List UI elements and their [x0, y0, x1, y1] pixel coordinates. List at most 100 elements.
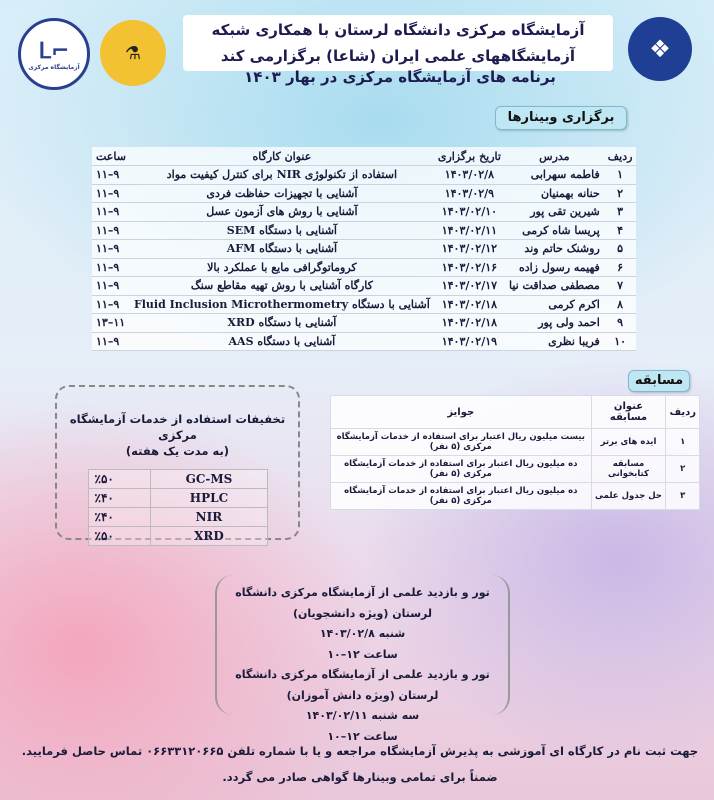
table-cell: ۴ — [603, 221, 637, 240]
table-cell: ۱۴۰۳/۰۲/۱۷ — [433, 276, 505, 296]
title-line-1: آزمایشگاه مرکزی دانشگاه لرستان با همکاری… — [211, 21, 585, 39]
table-cell: ۱۴۰۳/۰۲/۱۲ — [433, 239, 505, 259]
table-cell: اکرم کرمی — [504, 295, 604, 314]
column-header: مدرس — [504, 147, 604, 166]
table-cell: بیست میلیون ریال اعتبار برای استفاده از … — [330, 428, 592, 456]
discount-row: NIR ٪۴۰ — [87, 507, 268, 527]
competition-table: ردیف عنوان مسابقه جوایز ۱ ایده های برتر بیست … — [330, 395, 700, 510]
table-cell: ۶ — [603, 258, 637, 277]
discount-percent: ٪۴۰ — [87, 507, 152, 527]
table-cell: ۹–۱۱ — [92, 184, 130, 203]
discount-row: HPLC ٪۴۰ — [87, 488, 268, 508]
table-cell: ۱۰ — [603, 332, 637, 351]
table-cell: ده میلیون ریال اعتبار برای استفاده از خد… — [330, 482, 592, 510]
discounts-subtitle: (به مدت یک هفته) — [125, 444, 230, 458]
competition-banner: مسابقه — [628, 370, 690, 392]
footer: جهت ثبت نام در کارگاه ای آموزشی به پذیرش… — [20, 738, 700, 790]
instrument-name: HPLC — [150, 488, 268, 508]
table-cell: آشنایی با تجهیزات حفاظت فردی — [129, 184, 434, 203]
table-cell: ۱۴۰۳/۰۲/۱۰ — [433, 202, 505, 222]
table-cell: آشنایی با دستگاه XRD — [129, 313, 434, 333]
table-cell: مصطفی صداقت نیا — [504, 276, 604, 296]
tour-line: تور و بازدید علمی از آزمایشگاه مرکزی دان… — [235, 668, 490, 702]
table-row: ۶ فهیمه رسول زاده ۱۴۰۳/۰۲/۱۶ کروماتوگرافی م… — [92, 258, 637, 277]
table-cell: پریسا شاه کرمی — [504, 221, 604, 240]
table-row: ۲ حنانه بهمنیان ۱۴۰۳/۰۲/۹ آشنایی با تجهیزات… — [92, 184, 637, 203]
table-cell: ۱۴۰۳/۰۲/۱۹ — [433, 332, 505, 351]
table-cell: ۹–۱۱ — [92, 239, 130, 259]
table-cell: ۱ — [665, 428, 700, 456]
table-cell: ۹–۱۱ — [92, 165, 130, 185]
column-header: جوایز — [330, 395, 592, 429]
table-cell: ۱۴۰۳/۰۲/۸ — [433, 165, 505, 185]
instrument-name: NIR — [150, 507, 268, 527]
instrument-name: XRD — [150, 526, 268, 546]
column-header: عنوان کارگاه — [129, 147, 434, 166]
tour-line: ساعت ۱۲–۱۰ — [327, 729, 398, 743]
table-cell: ۱۴۰۳/۰۲/۱۱ — [433, 221, 505, 240]
table-row: ۱ ایده های برتر بیست میلیون ریال اعتبار بر… — [330, 428, 700, 456]
table-cell: فاطمه سهرابی — [504, 165, 604, 185]
discount-row: XRD ٪۵۰ — [87, 526, 268, 546]
tour-line: تور و بازدید علمی از آزمایشگاه مرکزی دان… — [235, 586, 490, 620]
title-line-2: آزمایشگاههای علمی ایران (شاعا) برگزارمی … — [220, 47, 576, 65]
table-cell: ۹–۱۱ — [92, 295, 130, 314]
tour-line: سه شنبه ۱۴۰۳/۰۲/۱۱ — [305, 709, 420, 722]
table-cell: روشنک حاتم وند — [504, 239, 604, 259]
table-cell: ایده های برتر — [590, 428, 667, 456]
discounts-box: تخفیفات استفاده از خدمات آزمایشگاه مرکزی… — [55, 385, 300, 546]
table-cell: آشنایی با دستگاه AFM — [129, 239, 434, 259]
table-cell: ۱۱–۱۳ — [92, 313, 130, 333]
table-cell: کارگاه آشنایی با روش تهیه مقاطع سنگ — [129, 276, 434, 296]
discounts-table: GC-MS ٪۵۰ HPLC ٪۴۰ NIR ٪۴۰ XRD ٪۵۰ — [87, 469, 268, 546]
table-cell: آشنایی با دستگاه SEM — [129, 221, 434, 240]
table-cell: مسابقه کتابخوانی — [590, 455, 667, 483]
logo-text: آزمایشگاه مرکزی — [28, 63, 80, 71]
discounts-title: تخفیفات استفاده از خدمات آزمایشگاه مرکزی — [69, 412, 286, 442]
table-cell: احمد ولی پور — [504, 313, 604, 333]
table-cell: ۱ — [603, 165, 637, 185]
column-header: تاریخ برگزاری — [433, 147, 505, 166]
table-row: ۲ مسابقه کتابخوانی ده میلیون ریال اعتبار ب… — [330, 455, 700, 483]
table-cell: ده میلیون ریال اعتبار برای استفاده از خد… — [330, 455, 592, 483]
table-cell: حنانه بهمنیان — [504, 184, 604, 203]
tour-box: تور و بازدید علمی از آزمایشگاه مرکزی دان… — [215, 575, 510, 743]
table-cell: شیرین تقی پور — [504, 202, 604, 222]
table-cell: ۷ — [603, 276, 637, 296]
discount-percent: ٪۵۰ — [87, 469, 152, 489]
column-header: ردیف — [603, 147, 637, 166]
table-row: ۹ احمد ولی پور ۱۴۰۳/۰۲/۱۸ آشنایی با دستگاه … — [92, 313, 637, 333]
table-cell: ۲ — [665, 455, 700, 483]
table-cell: کروماتوگرافی مایع با عملکرد بالا — [129, 258, 434, 277]
footer-line-1: جهت ثبت نام در کارگاه ای آموزشی به پذیرش… — [21, 744, 699, 758]
table-cell: ۱۴۰۳/۰۲/۱۶ — [433, 258, 505, 277]
webinars-banner: برگزاری وبینارها — [495, 106, 627, 130]
table-cell: آشنایی با دستگاه Fluid Inclusion Microth… — [129, 295, 434, 314]
table-cell: ۹–۱۱ — [92, 202, 130, 222]
table-cell: ۹–۱۱ — [92, 221, 130, 240]
table-cell: ۹–۱۱ — [92, 276, 130, 296]
table-row: ۸ اکرم کرمی ۱۴۰۳/۰۲/۱۸ آشنایی با دستگاه Flu… — [92, 295, 637, 314]
table-cell: استفاده از تکنولوژی NIR برای کنترل کیفیت… — [129, 165, 434, 185]
discount-percent: ٪۴۰ — [87, 488, 152, 508]
table-cell: ۵ — [603, 239, 637, 259]
discount-row: GC-MS ٪۵۰ — [87, 469, 268, 489]
central-lab-logo: ᒪ⌐ آزمایشگاه مرکزی — [18, 18, 90, 90]
table-cell: ۱۴۰۳/۰۲/۱۸ — [433, 313, 505, 333]
tour-line: شنبه ۱۴۰۳/۰۲/۸ — [319, 627, 406, 640]
table-cell: ۹ — [603, 313, 637, 333]
tour-line: ساعت ۱۲–۱۰ — [327, 647, 398, 661]
table-row: ۱۰ فریبا نظری ۱۴۰۳/۰۲/۱۹ آشنایی با دستگاه A… — [92, 332, 637, 351]
webinars-table: ردیف مدرس تاریخ برگزاری عنوان کارگاه ساعت ۱ فا… — [92, 147, 637, 351]
table-row: ۴ پریسا شاه کرمی ۱۴۰۳/۰۲/۱۱ آشنایی با دستگا… — [92, 221, 637, 240]
subtitle: برنامه های آزمایشگاه مرکزی در بهار ۱۴۰۳ — [244, 68, 556, 86]
table-cell: آشنایی با روش های آزمون عسل — [129, 202, 434, 222]
title-box: آزمایشگاه مرکزی دانشگاه لرستان با همکاری… — [183, 15, 613, 71]
table-cell: ۳ — [603, 202, 637, 222]
table-cell: حل جدول علمی — [590, 482, 667, 510]
table-cell: ۹–۱۱ — [92, 258, 130, 277]
table-row: ۳ شیرین تقی پور ۱۴۰۳/۰۲/۱۰ آشنایی با روش ها… — [92, 202, 637, 222]
lorestan-university-logo: ❖ — [628, 17, 692, 81]
column-header: ردیف — [665, 395, 700, 429]
table-row: ۵ روشنک حاتم وند ۱۴۰۳/۰۲/۱۲ آشنایی با دستگا… — [92, 239, 637, 259]
